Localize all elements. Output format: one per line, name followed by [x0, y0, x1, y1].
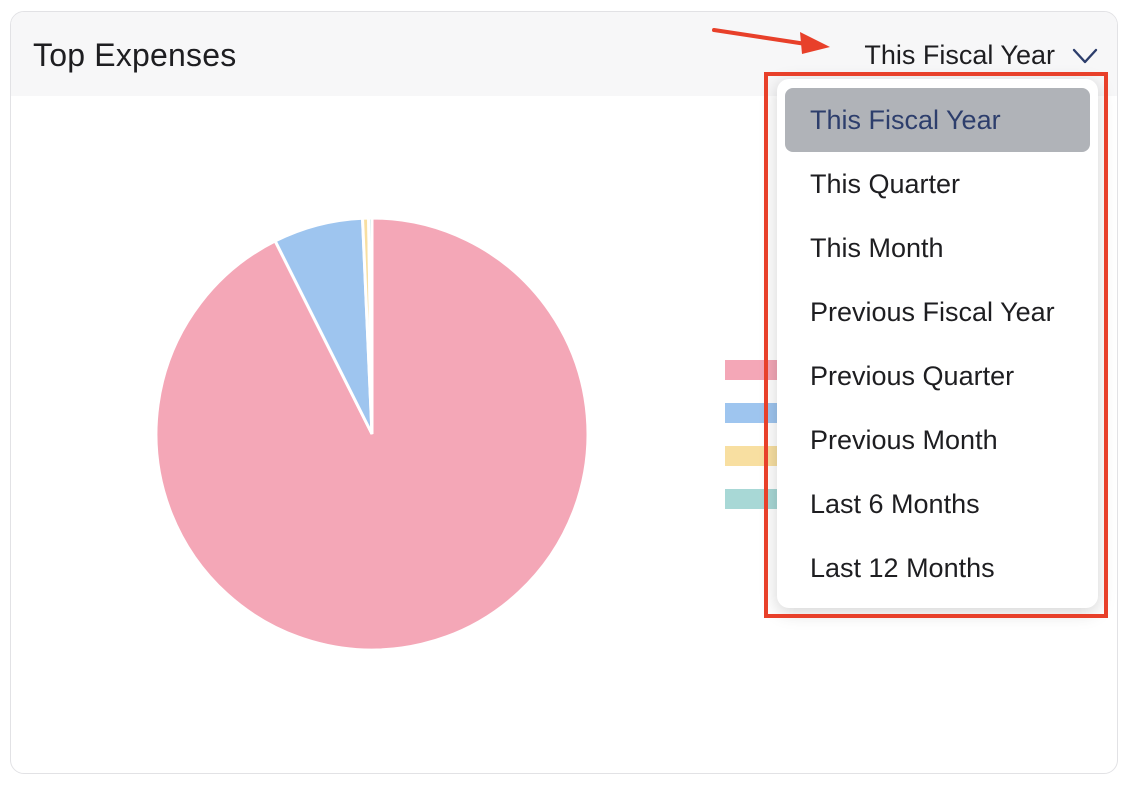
card-header: Top Expenses This Fiscal Year [11, 12, 1117, 96]
dropdown-option[interactable]: This Month [810, 233, 944, 263]
dropdown-option[interactable]: Previous Fiscal Year [810, 297, 1055, 327]
period-select[interactable]: This Fiscal Year [864, 40, 1099, 71]
dropdown-option[interactable]: Previous Quarter [810, 361, 1015, 391]
legend-swatch [725, 489, 785, 509]
period-dropdown-menu: This Fiscal Year This Quarter This Month Pr… [777, 79, 1098, 608]
dropdown-option[interactable]: Previous Month [810, 425, 998, 455]
legend-swatch [725, 446, 785, 466]
legend-swatch [725, 360, 785, 380]
dropdown-option[interactable]: This Quarter [810, 169, 961, 199]
dropdown-option[interactable]: Last 6 Months [810, 489, 980, 519]
dropdown-option[interactable]: This Fiscal Year [785, 88, 1090, 152]
period-select-value: This Fiscal Year [864, 40, 1055, 70]
chevron-down-icon [1072, 48, 1098, 63]
card-title: Top Expenses [33, 37, 237, 73]
legend-swatch [725, 403, 785, 423]
dropdown-option[interactable]: Last 12 Months [810, 553, 995, 583]
